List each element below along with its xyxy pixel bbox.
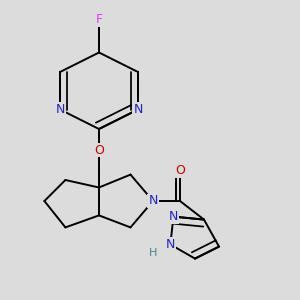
Text: O: O xyxy=(175,164,185,178)
Text: F: F xyxy=(95,13,103,26)
Text: N: N xyxy=(166,238,175,251)
Text: H: H xyxy=(149,248,157,259)
Text: O: O xyxy=(94,143,104,157)
Text: N: N xyxy=(169,210,178,223)
Text: N: N xyxy=(148,194,158,208)
Text: N: N xyxy=(55,103,65,116)
Text: N: N xyxy=(133,103,143,116)
